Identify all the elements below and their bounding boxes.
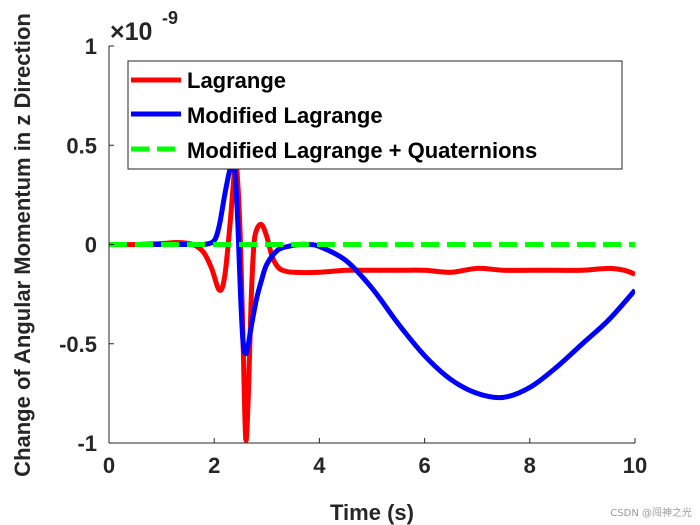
y-tick-label: -0.5 [59, 332, 97, 357]
x-tick-label: 8 [524, 453, 536, 478]
x-axis-label: Time (s) [330, 500, 414, 525]
series-line-lagrange [109, 161, 635, 443]
axis-exponent-power: -9 [162, 8, 178, 28]
x-tick-label: 0 [103, 453, 115, 478]
y-tick-label: 0.5 [66, 133, 97, 158]
series-line-modified-lagrange [135, 162, 635, 401]
axes-layer [108, 45, 636, 444]
series-layer [109, 161, 635, 443]
legend-box [127, 60, 623, 170]
tick-label-layer: 0 2 4 6 8 10 -1 -0.5 0 0.5 1 [59, 34, 647, 478]
y-axis-label: Change of Angular Momentum in z Directio… [10, 13, 35, 477]
x-tick-label: 6 [418, 453, 430, 478]
x-tick-label: 10 [623, 453, 647, 478]
x-tick-label: 4 [313, 453, 326, 478]
y-tick-label: 1 [85, 34, 97, 59]
legend-label-lagrange: Lagrange [187, 68, 286, 93]
x-tick-label: 2 [208, 453, 220, 478]
legend-label-modified-lagrange: Modified Lagrange [187, 103, 383, 128]
legend-label-quaternions: Modified Lagrange + Quaternions [187, 138, 537, 163]
legend: Lagrange Modified Lagrange Modified Lagr… [127, 60, 623, 170]
y-tick-label: -1 [77, 431, 97, 456]
y-tick-label: 0 [85, 233, 97, 258]
axis-exponent-base: ×10 [110, 18, 152, 46]
watermark: CSDN @闯神之光 [610, 508, 692, 519]
